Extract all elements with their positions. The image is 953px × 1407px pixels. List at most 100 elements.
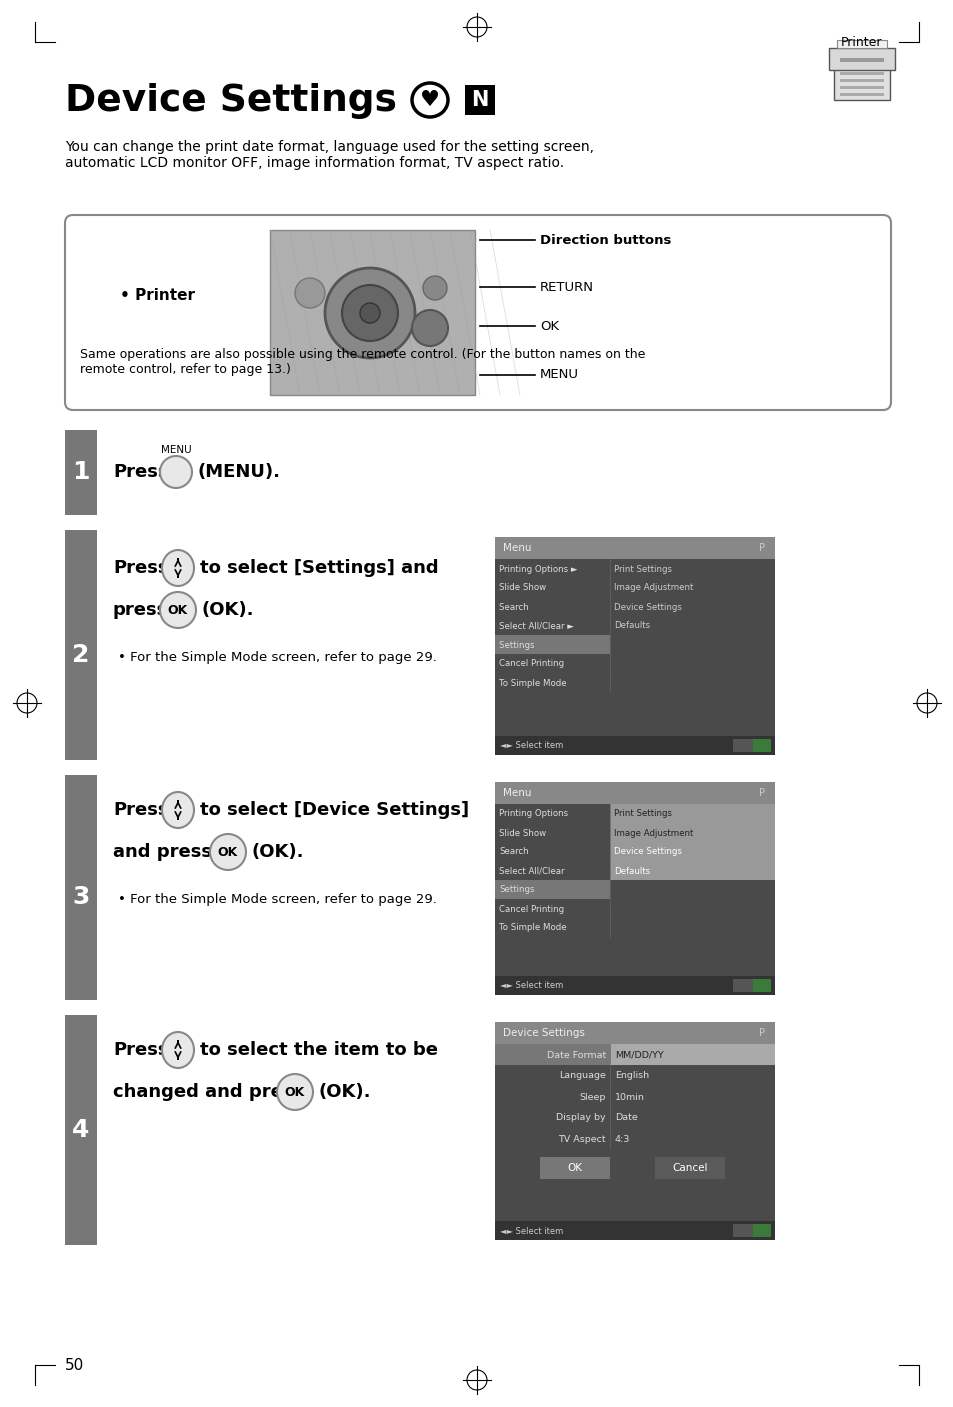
Text: Settings: Settings — [498, 885, 534, 895]
Text: Printer: Printer — [841, 37, 882, 49]
Text: OK: OK — [285, 1085, 305, 1099]
Bar — [609, 823, 774, 841]
Text: Defaults: Defaults — [614, 867, 649, 875]
Bar — [65, 1014, 97, 1245]
Circle shape — [341, 286, 397, 340]
Bar — [539, 1157, 609, 1179]
Text: MENU: MENU — [160, 445, 192, 454]
Text: Cancel Printing: Cancel Printing — [498, 660, 563, 668]
Bar — [495, 1021, 774, 1044]
Bar — [65, 530, 97, 760]
Text: Printing Options: Printing Options — [498, 809, 568, 819]
Text: Press: Press — [738, 1227, 758, 1235]
Text: Press: Press — [112, 801, 169, 819]
Text: press: press — [112, 601, 168, 619]
Text: OK: OK — [539, 319, 558, 332]
Text: 2: 2 — [72, 643, 90, 667]
Bar — [732, 1224, 770, 1237]
Bar — [270, 229, 475, 395]
Text: ♥: ♥ — [419, 90, 439, 110]
Bar — [752, 739, 770, 751]
Circle shape — [412, 310, 448, 346]
Text: Slide Show: Slide Show — [498, 829, 545, 837]
Bar — [609, 861, 774, 879]
Bar — [836, 39, 886, 48]
Text: Press: Press — [112, 463, 169, 481]
Text: OK: OK — [168, 604, 188, 616]
Text: Defaults: Defaults — [614, 622, 649, 630]
Circle shape — [210, 834, 246, 870]
Text: Select All/Clear: Select All/Clear — [498, 867, 564, 875]
Bar — [495, 1021, 774, 1240]
Circle shape — [160, 456, 192, 488]
Text: To Simple Mode: To Simple Mode — [498, 923, 566, 933]
Text: Press: Press — [112, 559, 169, 577]
Text: (OK).: (OK). — [252, 843, 304, 861]
Text: 10min: 10min — [615, 1092, 644, 1102]
Text: Device Settings: Device Settings — [614, 602, 681, 612]
Bar — [840, 86, 883, 89]
Text: Cancel Printing: Cancel Printing — [498, 905, 563, 913]
Bar — [840, 79, 883, 82]
Bar — [840, 58, 883, 62]
Circle shape — [422, 276, 447, 300]
Text: You can change the print date format, language used for the setting screen,
auto: You can change the print date format, la… — [65, 141, 594, 170]
Text: N: N — [471, 90, 488, 110]
Text: Image Adjustment: Image Adjustment — [614, 829, 693, 837]
Text: RETURN: RETURN — [539, 280, 594, 294]
Text: Print Settings: Print Settings — [614, 809, 671, 819]
Text: To Simple Mode: To Simple Mode — [498, 678, 566, 688]
Text: P: P — [759, 1029, 764, 1038]
Text: OK: OK — [755, 1227, 767, 1235]
Text: • For the Simple Mode screen, refer to page 29.: • For the Simple Mode screen, refer to p… — [118, 893, 436, 906]
Text: OK: OK — [217, 846, 238, 858]
Text: Printing Options ►: Printing Options ► — [498, 564, 577, 574]
Text: Press: Press — [738, 741, 758, 750]
Text: to select [Device Settings]: to select [Device Settings] — [200, 801, 469, 819]
Circle shape — [276, 1074, 313, 1110]
Text: • Printer: • Printer — [120, 287, 194, 303]
Text: OK: OK — [755, 982, 767, 991]
Text: MENU: MENU — [539, 369, 578, 381]
Text: (MENU).: (MENU). — [198, 463, 281, 481]
Text: Press: Press — [112, 1041, 169, 1059]
Bar — [833, 68, 889, 100]
Text: P: P — [759, 543, 764, 553]
Text: Menu: Menu — [502, 543, 531, 553]
Text: 4: 4 — [72, 1119, 90, 1142]
Bar — [833, 68, 889, 100]
Text: OK: OK — [567, 1164, 582, 1173]
Bar — [732, 739, 770, 751]
Bar — [495, 537, 774, 559]
Text: 4:3: 4:3 — [615, 1134, 630, 1144]
Text: Image Adjustment: Image Adjustment — [614, 584, 693, 592]
Text: Device Settings: Device Settings — [614, 847, 681, 857]
Bar — [609, 803, 774, 823]
Bar — [836, 39, 886, 48]
Text: Direction buttons: Direction buttons — [539, 234, 671, 246]
Text: 50: 50 — [65, 1358, 84, 1372]
Bar — [752, 1224, 770, 1237]
Text: Same operations are also possible using the remote control. (For the button name: Same operations are also possible using … — [80, 348, 644, 376]
Bar — [732, 979, 770, 992]
Text: Device Settings: Device Settings — [65, 83, 396, 120]
Bar — [65, 775, 97, 1000]
Text: Date: Date — [615, 1113, 638, 1123]
Bar — [495, 782, 774, 803]
Bar — [752, 979, 770, 992]
Text: (OK).: (OK). — [202, 601, 254, 619]
Text: Slide Show: Slide Show — [498, 584, 568, 592]
Text: ◄► Select item: ◄► Select item — [499, 1227, 562, 1235]
Text: Press: Press — [738, 982, 758, 991]
Text: to select [Settings] and: to select [Settings] and — [200, 559, 438, 577]
Text: Settings: Settings — [498, 640, 561, 650]
Bar — [655, 1157, 724, 1179]
Bar — [840, 93, 883, 96]
Bar — [65, 431, 97, 515]
Text: Search: Search — [498, 847, 528, 857]
Text: • For the Simple Mode screen, refer to page 29.: • For the Simple Mode screen, refer to p… — [118, 651, 436, 664]
Text: English: English — [615, 1072, 648, 1081]
Text: Search: Search — [498, 602, 561, 612]
Bar — [495, 879, 609, 899]
Text: Sleep: Sleep — [579, 1092, 605, 1102]
